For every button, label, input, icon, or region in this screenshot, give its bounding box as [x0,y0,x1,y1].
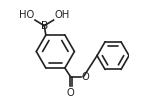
Text: HO: HO [19,10,35,20]
Text: B: B [41,21,48,31]
Text: OH: OH [54,10,69,20]
Text: O: O [67,88,74,98]
Text: O: O [82,72,89,82]
